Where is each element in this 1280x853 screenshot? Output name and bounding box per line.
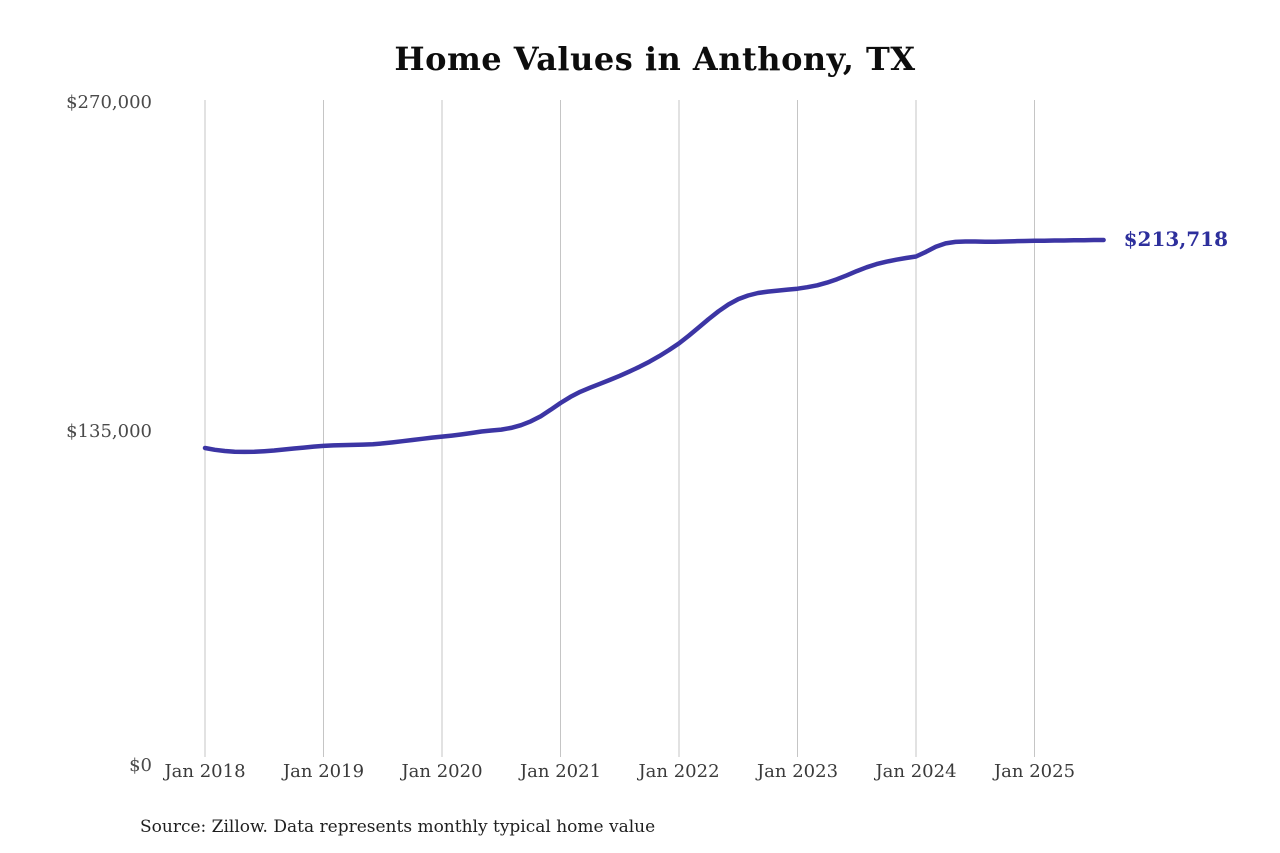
x-tick-label: Jan 2018	[164, 761, 246, 782]
home-value-line	[202, 237, 1106, 455]
x-tick-label: Jan 2022	[638, 761, 720, 782]
y-tick-label: $135,000	[66, 420, 152, 442]
y-tick-label: $0	[129, 755, 152, 776]
source-note: Source: Zillow. Data represents monthly …	[140, 817, 656, 837]
x-tick-label: Jan 2020	[401, 761, 483, 782]
latest-value-label: $213,718	[1123, 226, 1228, 251]
x-tick-label: Jan 2023	[756, 761, 839, 782]
x-tick-label: Jan 2024	[875, 761, 957, 782]
y-tick-label: $270,000	[66, 92, 152, 113]
x-tick-label: Jan 2019	[282, 761, 365, 782]
x-tick-label: Jan 2021	[519, 761, 602, 782]
vertical-gridlines	[204, 100, 1035, 757]
chart-title: Home Values in Anthony, TX	[394, 40, 916, 78]
x-tick-label: Jan 2025	[993, 761, 1076, 782]
